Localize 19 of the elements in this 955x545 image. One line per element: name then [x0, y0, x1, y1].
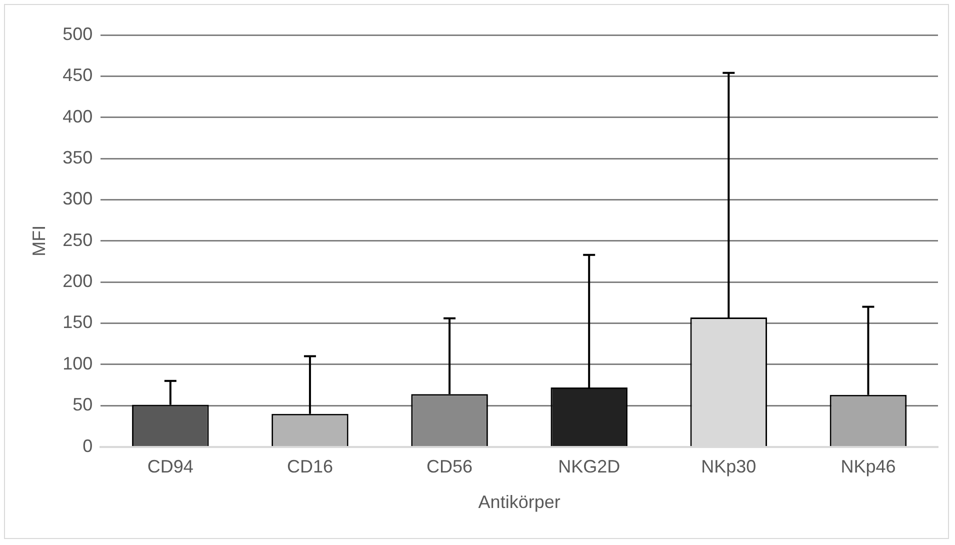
x-tick-label: NKG2D — [558, 456, 620, 477]
x-tick-label: NKp46 — [840, 456, 896, 477]
x-tick-label: CD16 — [286, 456, 333, 477]
x-tick-label: CD56 — [426, 456, 473, 477]
y-tick-label: 400 — [62, 106, 93, 126]
y-tick-label: 450 — [62, 65, 93, 86]
x-tick-label: NKp30 — [701, 456, 756, 477]
y-tick-label: 250 — [62, 230, 93, 250]
y-tick-label: 300 — [62, 188, 93, 209]
y-tick-label: 50 — [72, 394, 93, 415]
y-tick-label: 200 — [62, 271, 93, 292]
y-tick-label: 150 — [62, 312, 93, 332]
y-tick-label: 100 — [62, 353, 93, 374]
y-tick-label: 0 — [82, 436, 93, 456]
y-tick-label: 350 — [62, 148, 93, 168]
x-tick-label: CD94 — [147, 456, 194, 477]
y-axis-title: MFI — [28, 225, 49, 256]
x-axis-title: Antikörper — [478, 492, 560, 512]
y-tick-label: 500 — [62, 24, 93, 44]
